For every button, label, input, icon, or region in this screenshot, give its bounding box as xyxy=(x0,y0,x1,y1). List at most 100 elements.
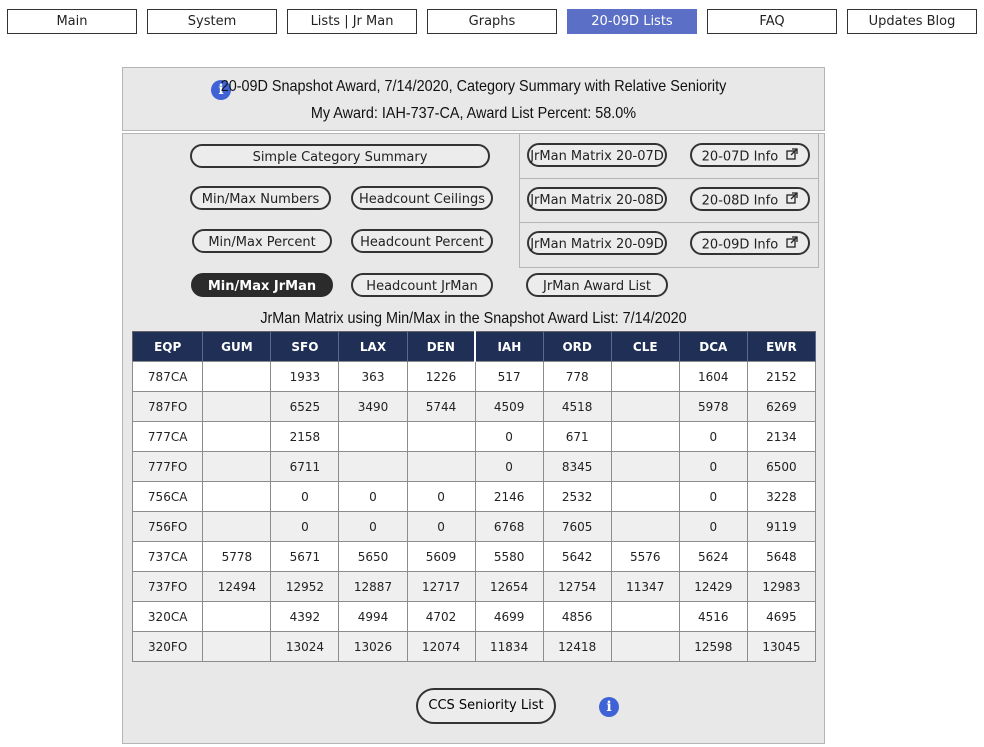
table-row: 756FO 0 0 0 6768 7605 0 9119 xyxy=(131,511,817,542)
table-cell xyxy=(202,511,272,542)
table-cell: 6711 xyxy=(270,451,340,482)
col-header-eqp[interactable]: EQP xyxy=(132,331,204,362)
table-cell xyxy=(202,601,272,632)
table-cell: 12418 xyxy=(542,631,612,662)
col-header-dca[interactable]: DCA xyxy=(679,331,748,362)
col-header-den[interactable]: DEN xyxy=(407,331,477,362)
table-row-header-cell: 756FO xyxy=(131,511,204,542)
info-20-07d-link[interactable]: 20-07D Info xyxy=(690,143,810,167)
table-cell xyxy=(610,451,680,482)
nav-updates-blog[interactable]: Updates Blog xyxy=(847,9,977,34)
table-cell: 13026 xyxy=(338,631,408,662)
info-circle-icon[interactable]: i xyxy=(599,697,619,717)
table-cell xyxy=(338,451,408,482)
nav-faq[interactable]: FAQ xyxy=(707,9,837,34)
table-cell: 2532 xyxy=(542,481,612,512)
table-cell xyxy=(202,421,272,452)
table-cell: 1226 xyxy=(406,361,476,392)
table-row: 787FO 6525 3490 5744 4509 4518 5978 6269 xyxy=(131,391,817,422)
simple-category-summary-button[interactable]: Simple Category Summary xyxy=(190,144,490,168)
jrman-award-list-button[interactable]: JrMan Award List xyxy=(526,273,668,297)
min-max-jrman-button[interactable]: Min/Max JrMan xyxy=(191,273,333,297)
table-body: 787CA 1933 363 1226 517 778 1604 2152 787FO 6525 3… xyxy=(131,361,817,662)
table-cell: 11834 xyxy=(474,631,544,662)
table-cell: 4994 xyxy=(338,601,408,632)
col-header-iah[interactable]: IAH xyxy=(475,331,544,362)
table-cell: 0 xyxy=(406,511,476,542)
table-cell: 6768 xyxy=(474,511,544,542)
table-cell: 12717 xyxy=(406,571,476,602)
table-row: 737FO 12494 12952 12887 12717 12654 12754 11347… xyxy=(131,571,817,602)
table-cell: 12598 xyxy=(678,631,748,662)
table-cell xyxy=(610,361,680,392)
ccs-seniority-list-button[interactable]: CCS Seniority List xyxy=(416,688,556,724)
nav-lists-jr-man[interactable]: Lists | Jr Man xyxy=(287,9,417,34)
table-cell: 11347 xyxy=(610,571,680,602)
nav-20-09d-lists[interactable]: 20-09D Lists xyxy=(567,9,697,34)
table-cell: 517 xyxy=(474,361,544,392)
table-row: 777FO 6711 0 8345 0 6500 xyxy=(131,451,817,482)
table-cell xyxy=(610,601,680,632)
table-cell: 8345 xyxy=(542,451,612,482)
table-row-header-cell: 756CA xyxy=(131,481,204,512)
info-20-09d-label: 20-09D Info xyxy=(701,237,779,253)
external-link-icon xyxy=(786,189,798,213)
col-header-ord[interactable]: ORD xyxy=(543,331,612,362)
table-cell: 0 xyxy=(474,451,544,482)
table-cell: 5671 xyxy=(270,541,340,572)
headcount-ceilings-button[interactable]: Headcount Ceilings xyxy=(351,186,493,210)
col-header-ewr[interactable]: EWR xyxy=(747,331,817,362)
table-row: 756CA 0 0 0 2146 2532 0 3228 xyxy=(131,481,817,512)
table-cell: 4856 xyxy=(542,601,612,632)
info-20-09d-link[interactable]: 20-09D Info xyxy=(690,231,810,255)
table-cell: 363 xyxy=(338,361,408,392)
table-cell: 3490 xyxy=(338,391,408,422)
info-circle-icon[interactable]: i xyxy=(211,80,231,100)
table-cell: 2146 xyxy=(474,481,544,512)
table-cell: 5642 xyxy=(542,541,612,572)
external-link-icon xyxy=(786,145,798,169)
table-cell: 2158 xyxy=(270,421,340,452)
table-title: JrMan Matrix using Min/Max in the Snapsh… xyxy=(260,310,687,327)
table-cell: 7605 xyxy=(542,511,612,542)
table-cell: 0 xyxy=(338,481,408,512)
col-header-sfo[interactable]: SFO xyxy=(270,331,340,362)
col-header-cle[interactable]: CLE xyxy=(611,331,680,362)
table-cell xyxy=(202,451,272,482)
info-20-07d-label: 20-07D Info xyxy=(701,149,779,165)
table-cell: 5778 xyxy=(202,541,272,572)
col-header-lax[interactable]: LAX xyxy=(338,331,408,362)
jrman-matrix-20-07d-button[interactable]: JrMan Matrix 20-07D xyxy=(527,143,667,167)
table-cell: 0 xyxy=(270,481,340,512)
table-cell xyxy=(610,631,680,662)
table-cell: 4699 xyxy=(474,601,544,632)
nav-graphs[interactable]: Graphs xyxy=(427,9,557,34)
table-cell: 2134 xyxy=(746,421,817,452)
headcount-percent-button[interactable]: Headcount Percent xyxy=(351,229,493,253)
headcount-jrman-button[interactable]: Headcount JrMan xyxy=(351,273,493,297)
table-cell: 5624 xyxy=(678,541,748,572)
table-row: 737CA 5778 5671 5650 5609 5580 5642 5576 5624 564… xyxy=(131,541,817,572)
table-cell: 1933 xyxy=(270,361,340,392)
table-cell: 12754 xyxy=(542,571,612,602)
col-header-gum[interactable]: GUM xyxy=(202,331,272,362)
top-nav: Main System Lists | Jr Man Graphs 20-09D… xyxy=(7,9,977,34)
table-cell: 4516 xyxy=(678,601,748,632)
nav-main[interactable]: Main xyxy=(7,9,137,34)
table-cell: 1604 xyxy=(678,361,748,392)
table-cell: 5576 xyxy=(610,541,680,572)
table-cell xyxy=(406,451,476,482)
table-cell xyxy=(202,361,272,392)
info-20-08d-link[interactable]: 20-08D Info xyxy=(690,187,810,211)
table-cell: 2152 xyxy=(746,361,817,392)
min-max-numbers-button[interactable]: Min/Max Numbers xyxy=(190,186,331,210)
table-cell: 6269 xyxy=(746,391,817,422)
nav-system[interactable]: System xyxy=(147,9,277,34)
jrman-matrix-20-08d-button[interactable]: JrMan Matrix 20-08D xyxy=(527,187,667,211)
table-cell: 4702 xyxy=(406,601,476,632)
jrman-matrix-20-09d-button[interactable]: JrMan Matrix 20-09D xyxy=(527,231,667,255)
table-cell: 0 xyxy=(270,511,340,542)
table-row: 777CA 2158 0 671 0 2134 xyxy=(131,421,817,452)
min-max-percent-button[interactable]: Min/Max Percent xyxy=(192,229,332,253)
table-row: 787CA 1933 363 1226 517 778 1604 2152 xyxy=(131,361,817,392)
